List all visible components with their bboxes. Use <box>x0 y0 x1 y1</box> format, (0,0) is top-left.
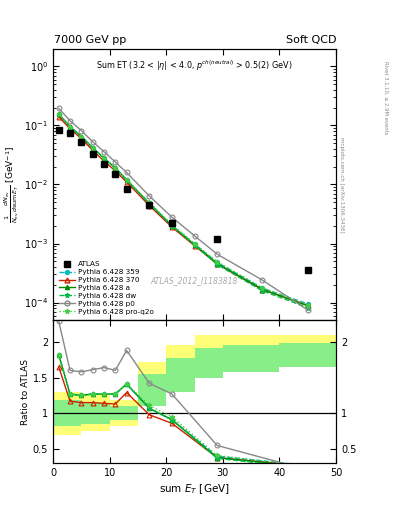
Legend: ATLAS, Pythia 6.428 359, Pythia 6.428 370, Pythia 6.428 a, Pythia 6.428 dw, Pyth: ATLAS, Pythia 6.428 359, Pythia 6.428 37… <box>57 259 156 317</box>
Text: Soft QCD: Soft QCD <box>286 35 336 45</box>
ATLAS <box>79 139 84 145</box>
Y-axis label: $\frac{1}{N_{\rm ev}}\frac{dN_{\rm ev}}{d{\rm sum}\,E_T}$ [GeV$^{-1}$]: $\frac{1}{N_{\rm ev}}\frac{dN_{\rm ev}}{… <box>2 146 21 223</box>
Text: Rivet 3.1.10, ≥ 2.9M events: Rivet 3.1.10, ≥ 2.9M events <box>384 61 388 135</box>
ATLAS <box>56 126 61 133</box>
ATLAS <box>90 151 95 157</box>
Line: ATLAS: ATLAS <box>56 127 310 273</box>
Text: ATLAS_2012_I1183818: ATLAS_2012_I1183818 <box>151 276 238 285</box>
Y-axis label: Ratio to ATLAS: Ratio to ATLAS <box>21 359 30 425</box>
X-axis label: sum $E_T$ [GeV]: sum $E_T$ [GeV] <box>159 482 230 496</box>
ATLAS <box>102 161 107 167</box>
ATLAS <box>68 130 72 136</box>
ATLAS <box>147 202 152 208</box>
ATLAS <box>113 171 118 177</box>
Text: 7000 GeV pp: 7000 GeV pp <box>54 35 127 45</box>
ATLAS <box>169 220 174 226</box>
ATLAS <box>305 267 310 273</box>
Text: Sum ET (3.2 < $|\eta|$ < 4.0, $p^{ch(neutral)}$ > 0.5(2) GeV): Sum ET (3.2 < $|\eta|$ < 4.0, $p^{ch(neu… <box>96 58 293 73</box>
ATLAS <box>124 185 129 191</box>
Y-axis label: mcplots.cern.ch [arXiv:1306.3436]: mcplots.cern.ch [arXiv:1306.3436] <box>339 137 344 232</box>
ATLAS <box>215 236 220 242</box>
